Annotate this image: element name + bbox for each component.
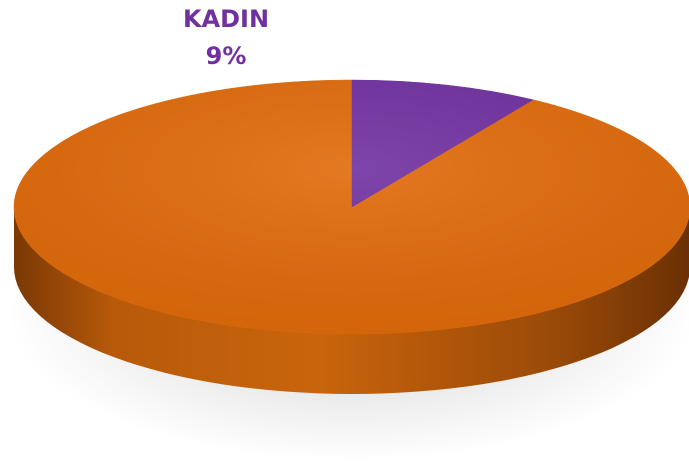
- pie-side: [14, 207, 689, 394]
- slice-label-kadin-name: KADIN: [183, 5, 269, 33]
- slice-label-kadin-percent: 9%: [206, 42, 247, 70]
- slice-label-kadin: KADIN 9%: [183, 5, 269, 70]
- pie-top: [13, 79, 689, 335]
- pie-side-wall: [14, 207, 689, 394]
- pie-slice-other: [13, 79, 689, 335]
